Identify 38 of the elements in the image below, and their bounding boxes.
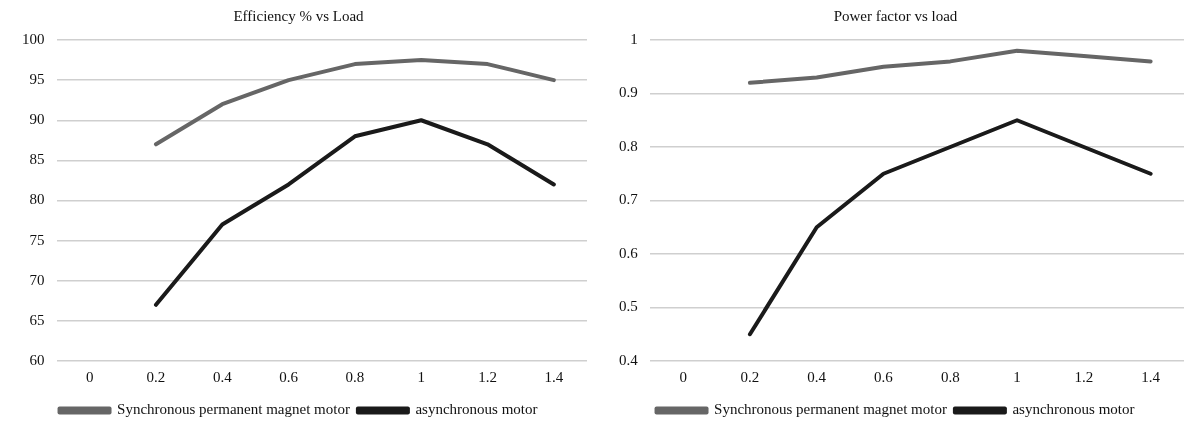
y-tick-label: 85 [29, 151, 45, 168]
x-tick-label: 0.2 [740, 368, 760, 385]
legend-label: asynchronous motor [415, 401, 538, 418]
x-tick-label: 0.4 [807, 368, 827, 385]
x-tick-label: 0 [679, 368, 687, 385]
chart-title: Efficiency % vs Load [233, 7, 365, 24]
x-tick-label: 0.2 [146, 368, 166, 385]
x-tick-label: 1 [417, 368, 425, 385]
y-tick-label: 0.4 [619, 351, 639, 368]
x-tick-label: 0.6 [279, 368, 299, 385]
x-tick-label: 1.2 [478, 368, 497, 385]
y-tick-label: 95 [29, 71, 45, 88]
x-tick-label: 0.8 [345, 368, 365, 385]
chart-title: Power factor vs load [833, 7, 958, 24]
legend-label: asynchronous motor [1012, 401, 1135, 418]
y-tick-label: 0.8 [619, 137, 638, 154]
y-tick-label: 0.6 [619, 244, 639, 261]
legend-label: Synchronous permanent magnet motor [117, 401, 350, 418]
y-tick-label: 0.9 [619, 84, 638, 101]
x-tick-label: 0 [85, 368, 94, 385]
y-tick-label: 100 [22, 30, 45, 47]
x-tick-label: 1.4 [544, 368, 564, 385]
x-tick-label: 1 [1013, 368, 1021, 385]
y-tick-label: 75 [29, 231, 45, 248]
y-tick-label: 90 [29, 111, 45, 128]
y-tick-label: 0.5 [619, 298, 638, 315]
y-tick-label: 65 [29, 311, 45, 328]
x-tick-label: 1.4 [1141, 368, 1161, 385]
y-tick-label: 60 [29, 351, 45, 368]
x-tick-label: 0.6 [874, 368, 894, 385]
y-tick-label: 80 [29, 191, 45, 208]
legend-label: Synchronous permanent magnet motor [714, 401, 947, 418]
x-tick-label: 0.8 [940, 368, 960, 385]
y-tick-label: 1 [630, 30, 638, 47]
x-tick-label: 0.4 [212, 368, 233, 385]
y-tick-label: 70 [29, 271, 45, 288]
x-tick-label: 1.2 [1074, 368, 1094, 385]
y-tick-label: 0.7 [619, 191, 639, 208]
